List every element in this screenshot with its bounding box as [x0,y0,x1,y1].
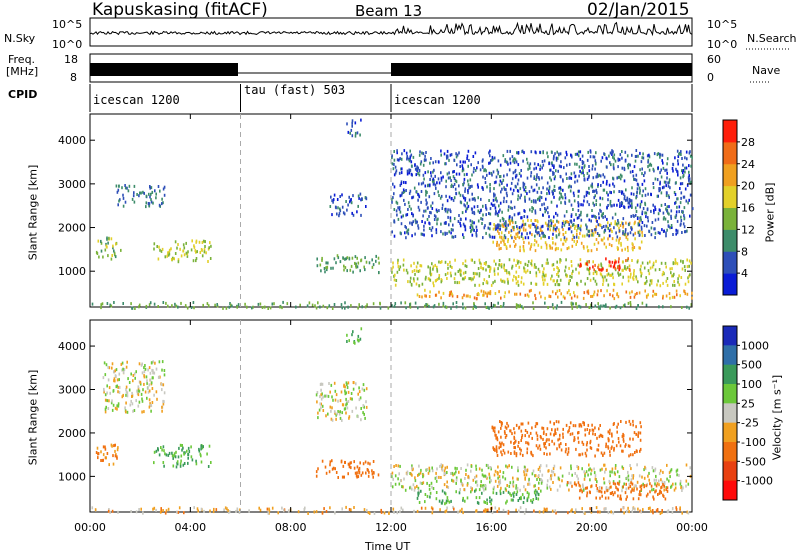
power-ytick-label: 1000 [58,265,86,278]
power-region-6 [346,118,362,138]
power-colorbar-swatch [723,229,737,252]
power-colorbar-swatch [723,207,737,230]
cpid-segment-1: icescan 1200 [93,93,180,107]
power-colorbar-swatch [723,185,737,208]
velocity-ytick-label: 2000 [58,427,86,440]
freq-band-2 [391,63,692,76]
power-region-11 [391,149,694,240]
velocity-colorbar-tick-label: -500 [741,455,766,468]
velocity-panel [89,319,740,515]
freq-label-line1: Freq. [8,53,36,66]
time-axis-label: Time UT [365,540,411,553]
velocity-ytick-label: 4000 [58,340,86,353]
power-region-7 [391,258,692,288]
power-colorbar-swatch [723,273,737,296]
velocity-colorbar-swatch [723,442,737,462]
cpid-segment-3: icescan 1200 [394,93,481,107]
nsky-label: N.Sky [4,32,36,45]
noise-right-tick-bottom: 10^0 [707,38,738,51]
time-tick-label: 08:00 [275,521,307,534]
nsearch-label: N.Search [747,32,797,45]
date-title: 02/Jan/2015 [587,0,690,20]
time-tick-label: 12:00 [375,521,407,534]
power-ytick-label: 3000 [58,178,86,191]
velocity-ytick-label: 1000 [58,470,86,483]
velocity-region-2 [153,443,212,469]
time-tick-label: 00:00 [676,521,708,534]
velocity-colorbar-tick-label: -100 [741,436,766,449]
velocity-ytick-label: 3000 [58,384,86,397]
time-tick-label: 00:00 [74,521,106,534]
velocity-colorbar-tick-label: -25 [741,417,759,430]
power-region-10 [579,257,631,272]
nave-label: Nave [752,64,781,77]
freq-left-tick-top: 18 [64,53,78,66]
noise-left-tick-top: 10^5 [52,18,83,31]
freq-right-tick-bottom: 0 [707,71,714,84]
velocity-region-7 [391,463,692,493]
power-colorbar-tick-label: 4 [741,267,748,280]
velocity-region-10 [566,481,669,501]
velocity-colorbar-tick-label: 1000 [741,339,769,352]
velocity-colorbar-swatch [723,403,737,424]
power-colorbar-swatch [723,251,737,274]
noise-right-tick-top: 10^5 [707,18,738,31]
power-colorbar-tick-label: 20 [741,180,755,193]
power-colorbar-tick-label: 24 [741,158,755,171]
velocity-region-5 [315,381,368,422]
velocity-colorbar-swatch [723,422,737,443]
power-ytick-label: 4000 [58,134,86,147]
velocity-colorbar-frame [722,325,738,501]
velocity-colorbar-swatch [723,461,737,482]
velocity-region-3 [102,360,166,414]
noise-left-tick-bottom: 10^0 [52,38,83,51]
power-colorbar-tick-label: 12 [741,223,755,236]
velocity-colorbar-swatch [723,364,737,385]
velocity-region-1 [95,443,119,467]
power-colorbar-tick-label: 16 [741,202,755,215]
power-region-4 [316,254,380,275]
power-region-1 [95,236,122,261]
power-colorbar-swatch [723,120,737,143]
power-panel [89,113,740,310]
freq-right-tick-top: 60 [707,53,721,66]
freq-label-line2: [MHz] [6,65,39,78]
cpid-label: CPID [8,88,38,101]
beam-title: Beam 13 [355,2,423,20]
time-tick-label: 16:00 [475,521,507,534]
noise-panel-frame [89,17,693,47]
power-colorbar-swatch [723,141,737,165]
velocity-region-8 [416,489,542,506]
velocity-colorbar-tick-label: -1000 [741,475,773,488]
power-colorbar-tick-label: 28 [741,136,755,149]
velocity-colorbar-tick-label: 100 [741,378,762,391]
power-region-2 [153,239,212,264]
velocity-region-4 [315,459,380,479]
power-region-0 [91,300,693,310]
velocity-region-9 [491,419,642,458]
velocity-region-6 [346,327,363,345]
cpid-segment-2: tau (fast) 503 [244,83,346,97]
station-title: Kapuskasing (fitACF) [92,0,268,20]
power-colorbar-tick-label: 8 [741,245,748,258]
power-region-8 [416,288,693,301]
power-colorbar-swatch [723,163,737,187]
velocity-region-0 [91,505,690,515]
noise-sky-line [89,21,692,37]
velocity-colorbar-swatch [723,345,737,366]
power-region-5 [329,192,368,218]
freq-left-tick-bottom: 8 [70,71,77,84]
velocity-colorbar-swatch [723,480,737,501]
power-region-3 [115,184,166,209]
time-tick-label: 20:00 [576,521,608,534]
velocity-colorbar-tick-label: 500 [741,359,762,372]
velocity-colorbar-swatch [723,326,737,346]
time-tick-label: 04:00 [174,521,206,534]
freq-band-1 [90,63,238,76]
velocity-colorbar-tick-label: 25 [741,397,755,410]
power-ytick-label: 2000 [58,222,86,235]
velocity-colorbar-swatch [723,384,737,404]
